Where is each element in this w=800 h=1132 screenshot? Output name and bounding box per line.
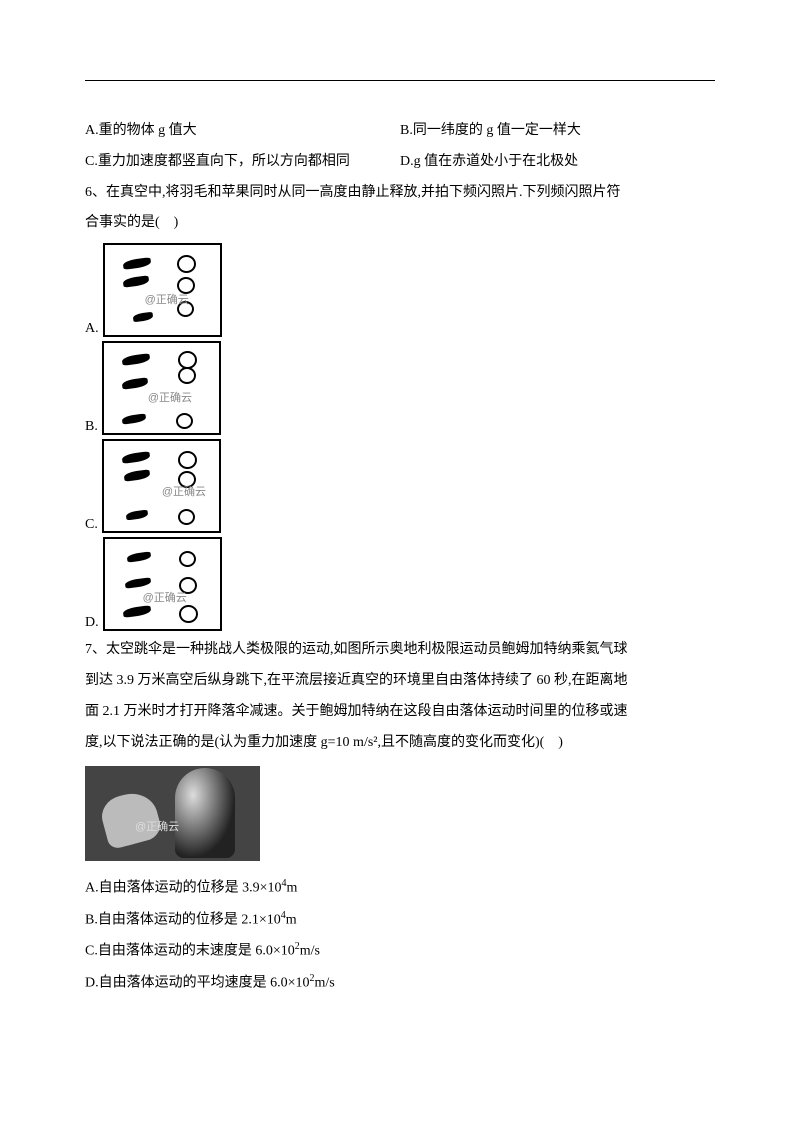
q6-option-c-label: C. [85, 517, 98, 533]
feather-blob [121, 377, 148, 390]
q5-option-a: A.重的物体 g 值大 [85, 116, 400, 147]
q7a-post: m [287, 881, 298, 896]
q5-row-cd: C.重力加速度都竖直向下，所以方向都相同 D.g 值在赤道处小于在北极处 [85, 147, 715, 178]
q6-image-a: @正确云 [103, 243, 222, 337]
q6-option-b-label: B. [85, 419, 98, 435]
feather-blob [121, 353, 150, 366]
q6-option-c-row: C. @正确云 [85, 439, 715, 533]
feather-blob [122, 257, 151, 270]
q7-photo: @正确云 [85, 766, 260, 861]
q7-option-d: D.自由落体运动的平均速度是 6.0×102m/s [85, 968, 715, 999]
feather-blob [125, 510, 148, 521]
q6-option-d-label: D. [85, 615, 99, 631]
feather-blob [123, 469, 150, 482]
q5-option-c: C.重力加速度都竖直向下，所以方向都相同 [85, 147, 400, 178]
apple-ring [179, 551, 196, 567]
q7-line2: 到达 3.9 万米高空后纵身跳下,在平流层接近真空的环境里自由落体持续了 60 … [85, 666, 715, 697]
box-watermark: @正确云 [143, 589, 187, 605]
q7d-pre: D.自由落体运动的平均速度是 6.0×10 [85, 975, 310, 990]
q6-option-b-row: B. @正确云 [85, 341, 715, 435]
apple-ring [177, 255, 196, 273]
capsule-shape [175, 768, 235, 858]
q7b-post: m [286, 912, 297, 927]
apple-ring [179, 605, 198, 623]
box-watermark: @正确云 [148, 389, 192, 405]
q7c-pre: C.自由落体运动的末速度是 6.0×10 [85, 944, 295, 959]
q7a-pre: A.自由落体运动的位移是 3.9×10 [85, 881, 282, 896]
apple-ring [178, 451, 197, 469]
q6-stem-line2: 合事实的是( ) [85, 208, 715, 239]
feather-blob [121, 451, 150, 464]
q7-line4: 度,以下说法正确的是(认为重力加速度 g=10 m/s²,且不随高度的变化而变化… [85, 728, 715, 759]
q7-option-c: C.自由落体运动的末速度是 6.0×102m/s [85, 936, 715, 967]
q5-option-b: B.同一纬度的 g 值一定一样大 [400, 116, 715, 147]
box-watermark: @正确云 [145, 291, 189, 307]
q5-option-d: D.g 值在赤道处小于在北极处 [400, 147, 715, 178]
box-watermark: @正确云 [162, 483, 206, 499]
q6-image-c: @正确云 [102, 439, 221, 533]
feather-blob [126, 552, 151, 563]
apple-ring [176, 413, 193, 429]
q7d-post: m/s [315, 975, 335, 990]
photo-watermark: @正确云 [135, 818, 179, 834]
q6-stem-line1: 6、在真空中,将羽毛和苹果同时从同一高度由静止释放,并拍下频闪照片.下列频闪照片… [85, 178, 715, 209]
q5-row-ab: A.重的物体 g 值大 B.同一纬度的 g 值一定一样大 [85, 116, 715, 147]
top-rule [85, 80, 715, 81]
feather-blob [122, 275, 149, 288]
q6-option-d-row: D. @正确云 [85, 537, 715, 631]
q7-line1: 7、太空跳伞是一种挑战人类极限的运动,如图所示奥地利极限运动员鲍姆加特纳乘氦气球 [85, 635, 715, 666]
q7c-post: m/s [300, 944, 320, 959]
q6-option-a-label: A. [85, 321, 99, 337]
feather-blob [121, 414, 146, 425]
q6-image-b: @正确云 [102, 341, 221, 435]
feather-blob [124, 577, 151, 589]
feather-blob [132, 312, 153, 323]
apple-ring [178, 509, 195, 525]
page-content: A.重的物体 g 值大 B.同一纬度的 g 值一定一样大 C.重力加速度都竖直向… [0, 0, 800, 1049]
feather-blob [122, 605, 151, 618]
q7b-pre: B.自由落体运动的位移是 2.1×10 [85, 912, 281, 927]
q7-option-b: B.自由落体运动的位移是 2.1×104m [85, 905, 715, 936]
q6-image-d: @正确云 [103, 537, 222, 631]
q7-line3: 面 2.1 万米时才打开降落伞减速。关于鲍姆加特纳在这段自由落体运动时间里的位移… [85, 697, 715, 728]
apple-ring [178, 367, 196, 384]
q6-option-a-row: A. @正确云 [85, 243, 715, 337]
q7-option-a: A.自由落体运动的位移是 3.9×104m [85, 873, 715, 904]
